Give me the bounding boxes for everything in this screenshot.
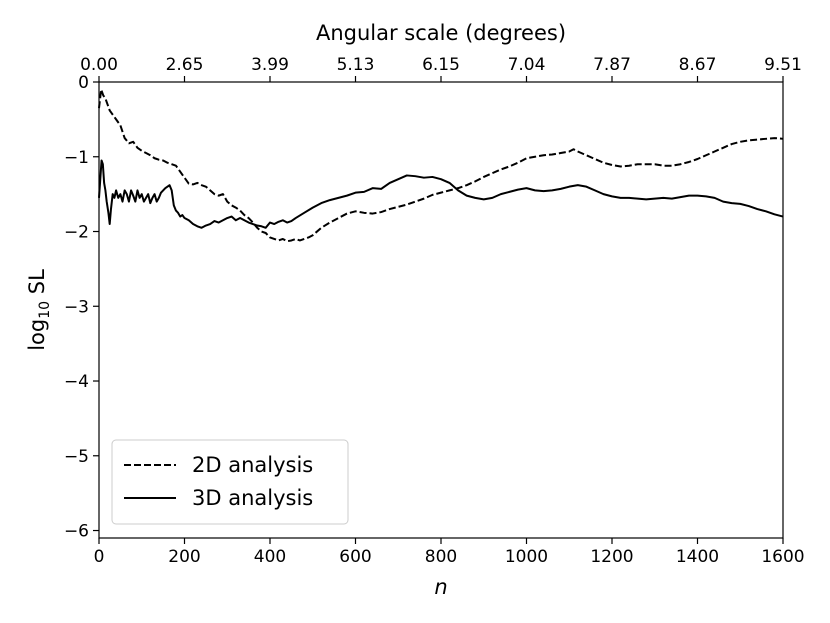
x-tick-label: 1400 bbox=[676, 547, 719, 567]
series-layer bbox=[98, 88, 784, 243]
top-tick-label: 5.13 bbox=[337, 55, 375, 75]
top-tick-label: 7.87 bbox=[593, 55, 631, 75]
y-tick-label: −3 bbox=[64, 297, 89, 317]
x-tick-label: 800 bbox=[425, 547, 457, 567]
x-tick-label: 600 bbox=[339, 547, 371, 567]
y-axis-title-tail: SL bbox=[25, 269, 49, 301]
top-tick-label: 8.67 bbox=[679, 55, 717, 75]
y-axis-title-subscript: 10 bbox=[37, 301, 53, 319]
top-tick-label: 9.51 bbox=[764, 55, 802, 75]
top-axis-ticks: 0.00 2.65 3.99 5.13 6.15 7.04 7.87 8.67 9.51 bbox=[80, 55, 802, 82]
series-line-2d bbox=[98, 88, 784, 243]
x-axis-title: n bbox=[434, 575, 447, 599]
y-axis-title-main: log bbox=[25, 319, 49, 351]
top-tick-label: 3.99 bbox=[251, 55, 289, 75]
y-axis-ticks: 0 −1 −2 −3 −4 −5 −6 bbox=[64, 73, 99, 542]
top-tick-label: 6.15 bbox=[422, 55, 460, 75]
legend-box bbox=[111, 439, 349, 525]
y-tick-label: −4 bbox=[64, 372, 89, 392]
y-tick-label: −6 bbox=[64, 522, 89, 542]
x-tick-label: 200 bbox=[168, 547, 200, 567]
y-axis-title: log10 SL bbox=[25, 269, 53, 351]
x-tick-label: 1000 bbox=[505, 547, 548, 567]
y-tick-label: 0 bbox=[78, 73, 89, 93]
x-tick-label: 400 bbox=[254, 547, 286, 567]
x-tick-label: 1200 bbox=[590, 547, 633, 567]
x-tick-label: 0 bbox=[94, 547, 105, 567]
x-axis-ticks: 0 200 400 600 800 1000 1200 1400 1600 bbox=[94, 538, 805, 567]
y-tick-label: −2 bbox=[64, 223, 89, 243]
top-tick-label: 7.04 bbox=[508, 55, 546, 75]
legend: 2D analysis 3D analysis bbox=[111, 439, 349, 525]
top-tick-label: 0.00 bbox=[80, 55, 118, 75]
legend-label-3d: 3D analysis bbox=[192, 486, 313, 510]
top-axis-title: Angular scale (degrees) bbox=[316, 21, 566, 45]
top-tick-label: 2.65 bbox=[166, 55, 204, 75]
legend-label-2d: 2D analysis bbox=[192, 453, 313, 477]
series-line-3d bbox=[98, 159, 784, 229]
x-tick-label: 1600 bbox=[761, 547, 804, 567]
y-tick-label: −5 bbox=[64, 447, 89, 467]
y-tick-label: −1 bbox=[64, 148, 89, 168]
